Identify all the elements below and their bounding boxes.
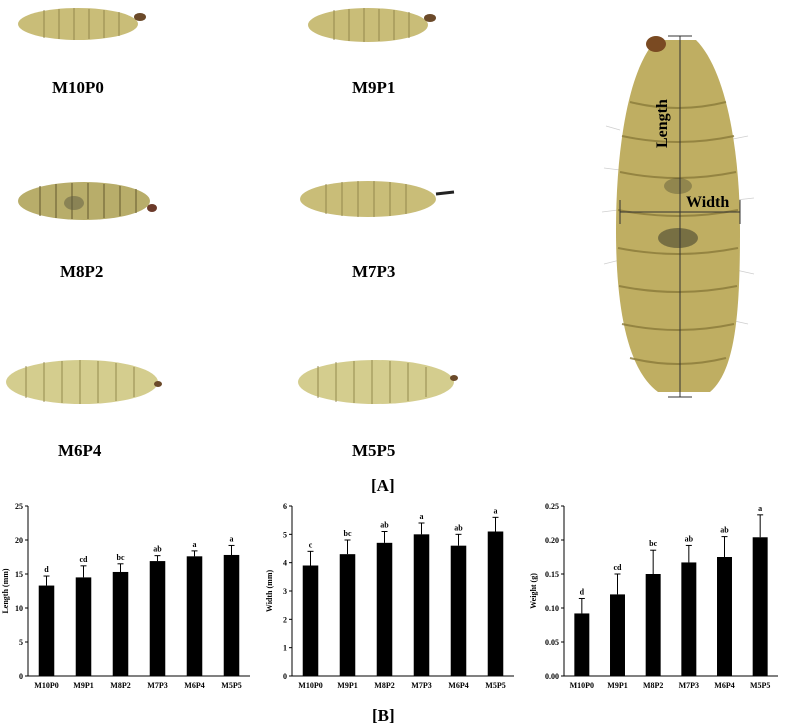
bar — [75, 577, 92, 676]
x-tick-label: M9P1 — [337, 681, 357, 690]
bar — [302, 565, 319, 676]
significance-letter: d — [44, 565, 49, 574]
bar — [610, 594, 625, 676]
y-tick-label: 5 — [283, 530, 287, 539]
bar — [186, 556, 203, 676]
y-axis-label: Weight (g) — [529, 573, 538, 609]
bar — [681, 562, 697, 676]
larva-label-6: M5P5 — [352, 441, 396, 460]
length-chart: 0 5 10 15 20 25 Length (mm) d M10P0 cd M9P1 bc M8P2 a… — [1, 502, 250, 690]
x-tick-label: M9P1 — [73, 681, 93, 690]
length-label: Length — [654, 99, 671, 148]
significance-letter: ab — [454, 523, 463, 532]
x-tick-label: M10P0 — [298, 681, 322, 690]
significance-letter: cd — [80, 555, 89, 564]
significance-letter: ab — [720, 526, 729, 535]
significance-letter: ab — [153, 545, 162, 554]
x-tick-label: M9P1 — [607, 681, 627, 690]
width-label: Width — [686, 194, 730, 211]
measurement-larva-diagram: Length Width — [598, 30, 758, 410]
y-tick-label: 20 — [15, 536, 23, 545]
x-tick-label: M6P4 — [448, 681, 468, 690]
larva-label-1: M10P0 — [52, 78, 104, 97]
x-tick-label: M8P2 — [643, 681, 663, 690]
larva-image-5 — [2, 356, 164, 413]
y-tick-label: 5 — [19, 638, 23, 647]
significance-letter: a — [230, 534, 234, 543]
x-tick-label: M5P5 — [750, 681, 770, 690]
significance-letter: ab — [380, 521, 389, 530]
y-tick-label: 4 — [283, 559, 287, 568]
larva-image-2 — [304, 3, 444, 50]
bar — [38, 585, 55, 676]
width-chart: 0 1 2 3 4 5 6 Width (mm) c M10P0 bc M9P1 ab M8P2 a M7P3… — [265, 502, 514, 690]
y-tick-label: 2 — [283, 615, 287, 624]
larva-image-4 — [296, 176, 456, 225]
x-tick-label: M7P3 — [411, 681, 431, 690]
bar — [717, 557, 732, 676]
y-tick-label: 0.20 — [545, 536, 559, 545]
x-tick-label: M8P2 — [110, 681, 130, 690]
y-tick-label: 0 — [283, 672, 287, 681]
significance-letter: a — [494, 506, 498, 515]
y-tick-label: 15 — [15, 570, 23, 579]
larva-label-4: M7P3 — [352, 262, 396, 281]
y-tick-label: 1 — [283, 644, 287, 653]
bar — [450, 545, 467, 676]
larva-image-6 — [294, 356, 460, 413]
x-tick-label: M8P2 — [374, 681, 394, 690]
larva-image-1 — [14, 3, 154, 48]
significance-letter: bc — [344, 529, 352, 538]
bar — [645, 574, 661, 676]
bar — [574, 613, 590, 676]
x-tick-label: M5P5 — [221, 681, 241, 690]
x-tick-label: M7P3 — [147, 681, 167, 690]
bar — [149, 561, 166, 676]
y-tick-label: 25 — [15, 502, 23, 511]
x-tick-label: M5P5 — [485, 681, 505, 690]
x-tick-label: M10P0 — [570, 681, 594, 690]
significance-letter: bc — [117, 553, 125, 562]
significance-letter: a — [420, 512, 424, 521]
x-tick-label: M6P4 — [714, 681, 734, 690]
bar — [413, 534, 430, 676]
significance-letter: c — [309, 540, 313, 549]
y-tick-label: 0.25 — [545, 502, 559, 511]
y-axis-label: Width (mm) — [265, 570, 274, 613]
x-tick-label: M10P0 — [34, 681, 58, 690]
x-tick-label: M6P4 — [184, 681, 204, 690]
panel-a-label: [A] — [371, 476, 395, 495]
significance-letter: d — [580, 587, 585, 596]
bar — [112, 571, 129, 676]
larva-label-3: M8P2 — [60, 262, 104, 281]
larva-label-5: M6P4 — [58, 441, 102, 460]
significance-letter: bc — [649, 539, 657, 548]
x-tick-label: M7P3 — [679, 681, 699, 690]
y-tick-label: 0.00 — [545, 672, 559, 681]
bar — [339, 554, 356, 676]
y-axis-label: Length (mm) — [1, 568, 10, 613]
y-tick-label: 0 — [19, 672, 23, 681]
y-tick-label: 0.15 — [545, 570, 559, 579]
significance-letter: cd — [614, 563, 623, 572]
bar — [487, 531, 504, 676]
significance-letter: a — [193, 540, 197, 549]
y-tick-label: 10 — [15, 604, 23, 613]
larva-label-2: M9P1 — [352, 78, 396, 97]
significance-letter: ab — [685, 534, 694, 543]
y-tick-label: 6 — [283, 502, 287, 511]
y-tick-label: 3 — [283, 587, 287, 596]
bar — [752, 537, 768, 676]
panel-b-label: [B] — [372, 706, 395, 725]
weight-chart: 0.00 0.05 0.10 0.15 0.20 0.25 Weight (g) d M10P0… — [529, 502, 778, 690]
significance-letter: a — [758, 504, 762, 513]
bar — [223, 554, 240, 676]
y-tick-label: 0.05 — [545, 638, 559, 647]
bar — [376, 542, 393, 676]
y-tick-label: 0.10 — [545, 604, 559, 613]
larva-image-3 — [12, 178, 162, 229]
